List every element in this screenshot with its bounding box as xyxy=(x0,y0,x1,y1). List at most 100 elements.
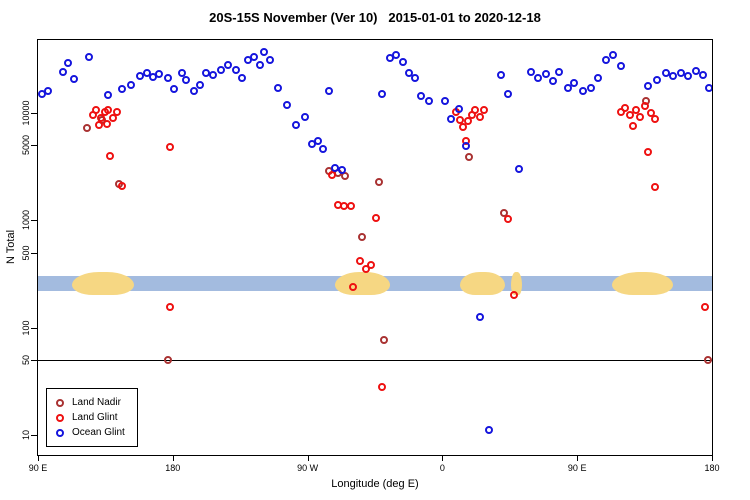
data-point-land-glint xyxy=(625,110,634,119)
data-point-land-glint xyxy=(339,202,348,211)
data-point-land-glint xyxy=(366,261,375,270)
y-tick-label: 1000 xyxy=(21,210,31,231)
data-point-ocean-glint xyxy=(69,74,78,83)
data-point-ocean-glint xyxy=(462,142,471,151)
data-point-land-glint xyxy=(96,113,105,122)
data-point-ocean-glint xyxy=(255,61,264,70)
data-point-land-glint xyxy=(372,213,381,222)
data-point-ocean-glint xyxy=(417,92,426,101)
data-point-land-nadir xyxy=(341,171,350,180)
y-tick-label: 5000 xyxy=(21,135,31,156)
data-point-land-nadir xyxy=(379,336,388,345)
data-point-ocean-glint xyxy=(616,62,625,71)
data-point-land-glint xyxy=(108,113,117,122)
chart-title: 20S-15S November (Ver 10) 2015-01-01 to … xyxy=(209,10,541,25)
data-point-ocean-glint xyxy=(496,70,505,79)
data-point-land-glint xyxy=(113,108,122,117)
land-band-segment xyxy=(460,272,506,295)
data-point-ocean-glint xyxy=(526,67,535,76)
land-glint-marker-icon xyxy=(56,413,64,422)
data-point-land-glint xyxy=(362,265,370,274)
y-tick-mark xyxy=(31,220,37,222)
data-point-ocean-glint xyxy=(291,120,300,129)
data-point-ocean-glint xyxy=(514,165,523,174)
data-point-ocean-glint xyxy=(378,90,387,99)
data-point-land-glint xyxy=(504,215,513,224)
data-point-ocean-glint xyxy=(300,112,309,121)
data-point-ocean-glint xyxy=(84,53,93,62)
data-point-ocean-glint xyxy=(391,50,400,59)
land-band-segment xyxy=(611,272,674,295)
legend-label-ocean-glint: Ocean Glint xyxy=(72,427,125,438)
data-point-land-nadir xyxy=(499,208,508,217)
data-point-land-nadir xyxy=(357,232,366,241)
data-point-land-nadir xyxy=(164,355,173,364)
data-point-land-glint xyxy=(348,282,357,291)
data-point-ocean-glint xyxy=(249,53,258,62)
data-point-ocean-glint xyxy=(411,73,420,82)
data-point-ocean-glint xyxy=(399,58,408,67)
data-point-ocean-glint xyxy=(237,73,246,82)
data-point-land-glint xyxy=(510,291,519,300)
data-point-ocean-glint xyxy=(170,85,179,94)
data-point-ocean-glint xyxy=(541,69,550,78)
data-point-land-glint xyxy=(459,123,468,132)
x-tick-label: 0 xyxy=(439,463,445,473)
data-point-land-glint xyxy=(378,382,387,391)
y-tick-mark xyxy=(31,113,37,115)
data-point-land-glint xyxy=(471,105,480,114)
data-point-ocean-glint xyxy=(594,73,603,82)
data-point-ocean-glint xyxy=(260,48,269,57)
data-point-ocean-glint xyxy=(586,83,595,92)
data-point-ocean-glint xyxy=(195,80,204,89)
x-tick-label: 180 xyxy=(704,463,720,473)
data-point-ocean-glint xyxy=(231,66,240,75)
data-point-ocean-glint xyxy=(579,87,588,96)
data-point-ocean-glint xyxy=(661,68,670,77)
y-tick-label: 10 xyxy=(21,429,31,440)
data-point-ocean-glint xyxy=(266,56,275,65)
data-point-ocean-glint xyxy=(447,115,456,124)
data-point-ocean-glint xyxy=(209,70,218,79)
data-point-land-glint xyxy=(104,105,113,114)
legend-entry-ocean-glint: Ocean Glint xyxy=(56,425,125,440)
y-tick-label: 50 xyxy=(21,354,31,365)
data-point-ocean-glint xyxy=(44,87,53,96)
data-point-land-glint xyxy=(463,117,472,126)
x-tick-mark xyxy=(442,456,444,461)
data-point-ocean-glint xyxy=(549,76,558,85)
ocean-glint-marker-icon xyxy=(56,428,64,437)
data-point-ocean-glint xyxy=(273,83,282,92)
data-point-ocean-glint xyxy=(684,71,693,80)
data-point-ocean-glint xyxy=(534,73,543,82)
data-point-land-nadir xyxy=(703,355,712,364)
data-point-ocean-glint xyxy=(609,50,618,59)
data-point-land-glint xyxy=(700,303,709,312)
data-point-land-glint xyxy=(480,105,489,114)
data-point-land-glint xyxy=(646,109,655,118)
data-point-land-glint xyxy=(105,151,114,160)
data-point-land-glint xyxy=(651,182,660,191)
legend-entry-land-glint: Land Glint xyxy=(56,410,125,425)
data-point-land-glint xyxy=(643,148,652,157)
data-point-land-glint xyxy=(475,112,484,121)
data-point-land-glint xyxy=(631,105,640,114)
land-band-segment xyxy=(72,272,134,295)
data-point-land-glint xyxy=(636,112,645,121)
x-tick-label: 180 xyxy=(165,463,181,473)
reference-line xyxy=(38,359,712,361)
data-point-land-glint xyxy=(347,202,356,211)
land-band-segment xyxy=(334,272,390,295)
x-tick-mark xyxy=(172,456,174,461)
data-point-ocean-glint xyxy=(405,68,414,77)
data-point-land-glint xyxy=(165,143,174,152)
data-point-land-glint xyxy=(651,115,660,124)
plot-area: Land Nadir Land Glint Ocean Glint xyxy=(37,39,713,456)
data-point-ocean-glint xyxy=(177,68,186,77)
data-point-land-glint xyxy=(327,170,336,179)
data-point-ocean-glint xyxy=(182,75,191,84)
data-point-ocean-glint xyxy=(318,145,327,154)
x-tick-label: 90 E xyxy=(28,463,48,473)
data-point-ocean-glint xyxy=(699,70,707,79)
data-point-ocean-glint xyxy=(59,68,68,77)
